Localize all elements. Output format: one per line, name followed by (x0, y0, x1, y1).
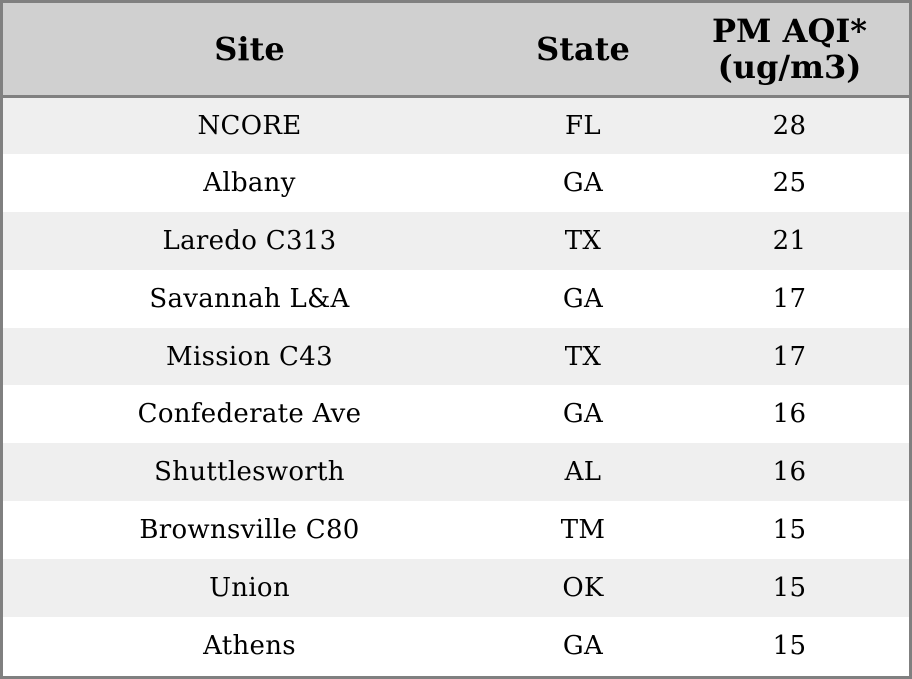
table-body: NCORE FL 28 Albany GA 25 Laredo C313 TX … (3, 96, 909, 675)
cell-site: Confederate Ave (137, 399, 362, 430)
column-header-aqi: PM AQI* (ug/m3) (670, 3, 909, 98)
table-row: Albany GA 25 (3, 153, 909, 212)
table-row: Union OK 15 (3, 559, 909, 618)
cell-aqi: 16 (772, 399, 807, 430)
cell-site: NCORE (197, 110, 302, 141)
table-row: Brownsville C80 TM 15 (3, 501, 909, 560)
table-row: NCORE FL 28 (3, 96, 909, 154)
cell-state: TX (564, 225, 602, 256)
cell-site: Mission C43 (166, 341, 333, 372)
table-row: Mission C43 TX 17 (3, 327, 909, 386)
cell-site: Brownsville C80 (139, 515, 360, 546)
cell-state: GA (562, 630, 604, 661)
table-header: Site State PM AQI* (ug/m3) (3, 3, 909, 98)
cell-state: GA (562, 399, 604, 430)
table-row: Laredo C313 TX 21 (3, 211, 909, 270)
cell-aqi: 15 (772, 573, 807, 604)
cell-state: FL (565, 110, 601, 141)
column-header-site: Site (3, 3, 496, 98)
cell-aqi: 15 (772, 630, 807, 661)
cell-site: Albany (203, 167, 296, 198)
pm-aqi-table: Site State PM AQI* (ug/m3) NCORE FL 28 A… (3, 3, 909, 675)
cell-aqi: 28 (772, 110, 807, 141)
cell-site: Laredo C313 (162, 225, 337, 256)
column-header-aqi-line2: (ug/m3) (717, 47, 862, 86)
cell-state: TM (560, 515, 606, 546)
cell-state: GA (562, 167, 604, 198)
cell-state: TX (564, 341, 602, 372)
cell-site: Shuttlesworth (154, 457, 345, 488)
cell-aqi: 15 (772, 515, 807, 546)
cell-state: AL (564, 457, 602, 488)
table-row: Savannah L&A GA 17 (3, 269, 909, 328)
cell-aqi: 21 (772, 225, 807, 256)
table-row: Shuttlesworth AL 16 (3, 443, 909, 502)
cell-aqi: 16 (772, 457, 807, 488)
cell-aqi: 25 (772, 167, 807, 198)
cell-aqi: 17 (772, 341, 807, 372)
table-row: Athens GA 15 (3, 617, 909, 675)
cell-state: OK (562, 573, 604, 604)
column-header-state: State (496, 3, 670, 98)
cell-site: Athens (203, 630, 296, 661)
header-row: Site State PM AQI* (ug/m3) (3, 3, 909, 98)
cell-state: GA (562, 283, 604, 314)
column-header-aqi-line1: PM AQI* (711, 11, 868, 50)
table-row: Confederate Ave GA 16 (3, 385, 909, 444)
cell-aqi: 17 (772, 283, 807, 314)
cell-site: Union (209, 573, 290, 604)
cell-site: Savannah L&A (149, 283, 350, 314)
